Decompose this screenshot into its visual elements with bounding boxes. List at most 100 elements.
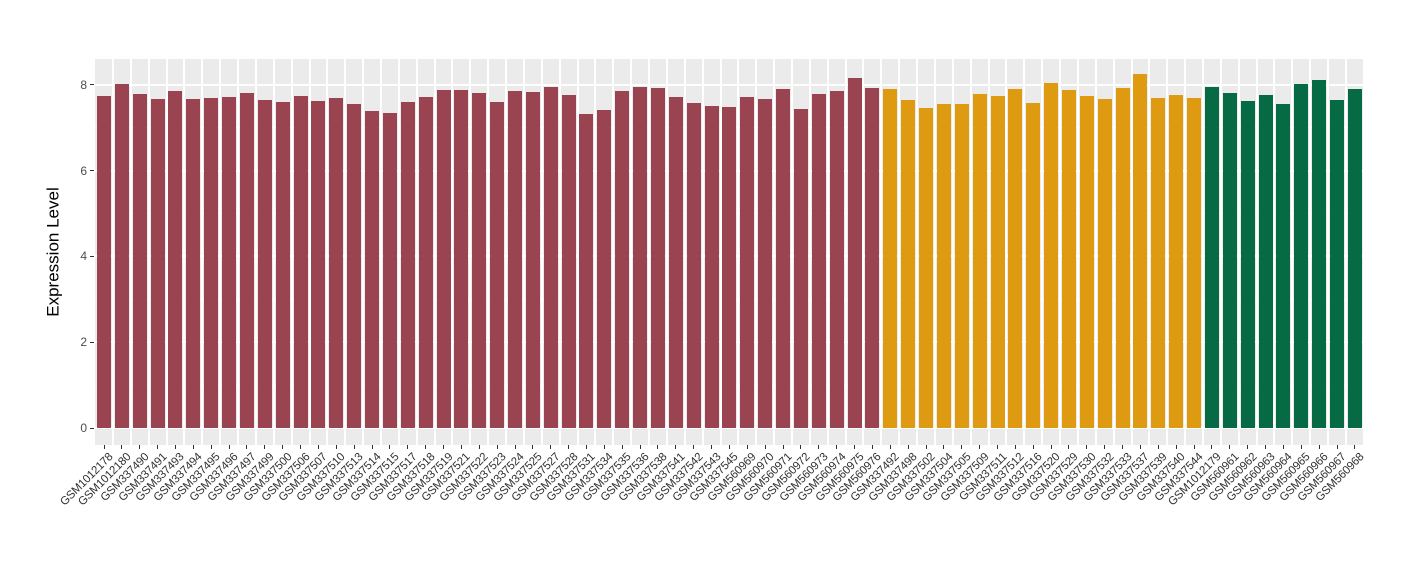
x-tick [657, 445, 659, 449]
bar-GSM337530 [1079, 95, 1094, 428]
gridline-vertical [540, 59, 543, 445]
x-tick [425, 445, 427, 449]
gridline-vertical [826, 59, 829, 445]
x-tick [443, 445, 445, 449]
bar-GSM337523 [490, 101, 505, 428]
gridline-vertical [1166, 59, 1169, 445]
x-tick [728, 445, 730, 449]
gridline-vertical [916, 59, 919, 445]
bar-GSM337521 [454, 89, 469, 428]
bar-GSM337538 [650, 87, 665, 428]
gridline-vertical [362, 59, 365, 445]
y-tick-label: 8 [80, 77, 87, 92]
bar-GSM560971 [776, 89, 791, 428]
bar-GSM560961 [1222, 92, 1237, 428]
gridline-vertical [433, 59, 436, 445]
x-tick [228, 445, 230, 449]
x-tick [174, 445, 176, 449]
gridline-vertical [719, 59, 722, 445]
bar-GSM337497 [239, 92, 254, 428]
bar-GSM1012178 [97, 96, 111, 428]
gridline-vertical [237, 59, 240, 445]
gridline-vertical [1005, 59, 1008, 445]
gridline-vertical [290, 59, 293, 445]
x-tick [1282, 445, 1284, 449]
gridline-vertical [397, 59, 400, 445]
bar-GSM337528 [561, 94, 576, 428]
bar-GSM337490 [132, 93, 147, 428]
gridline-vertical [1130, 59, 1133, 445]
gridline-vertical [1309, 59, 1312, 445]
y-tick-label: 6 [80, 163, 87, 178]
gridline-vertical [755, 59, 758, 445]
bar-GSM337500 [275, 101, 290, 428]
gridline-vertical [808, 59, 811, 445]
gridline-vertical [862, 59, 865, 445]
bar-GSM337524 [508, 90, 522, 428]
bar-GSM560974 [829, 90, 844, 428]
bar-GSM337499 [257, 99, 272, 428]
gridline-vertical [558, 59, 561, 445]
bar-GSM337510 [329, 98, 344, 428]
gridline-vertical [1219, 59, 1222, 445]
y-tick [90, 255, 94, 257]
x-tick [389, 445, 391, 449]
gridline-vertical [129, 59, 132, 445]
gridline-vertical [701, 59, 704, 445]
bar-GSM337493 [168, 91, 183, 428]
plot-panel [95, 59, 1365, 445]
gridline-vertical [1112, 59, 1115, 445]
bar-GSM337511 [990, 95, 1005, 428]
gridline-vertical [630, 59, 633, 445]
gridline-vertical [505, 59, 508, 445]
bar-GSM337515 [382, 113, 397, 428]
x-tick [1265, 445, 1267, 449]
gridline-vertical [1362, 59, 1365, 445]
x-tick [979, 445, 981, 449]
bar-GSM337512 [1008, 88, 1023, 428]
gridline-vertical [969, 59, 972, 445]
bar-GSM337518 [418, 97, 433, 428]
gridline-vertical [951, 59, 954, 445]
gridline-major [95, 427, 1365, 429]
bar-GSM560964 [1276, 104, 1291, 428]
bar-GSM337505 [954, 104, 969, 428]
gridline-vertical [648, 59, 651, 445]
x-tick [1300, 445, 1302, 449]
bar-GSM337509 [972, 93, 987, 428]
gridline-vertical [1023, 59, 1026, 445]
gridline-vertical [1148, 59, 1151, 445]
bar-GSM560963 [1258, 95, 1273, 428]
y-tick-label: 0 [80, 421, 87, 435]
y-tick [90, 84, 94, 86]
y-tick-label: 2 [80, 335, 87, 350]
bar-GSM337544 [1187, 98, 1202, 428]
bar-GSM337506 [293, 96, 308, 428]
gridline-vertical [201, 59, 204, 445]
x-tick [621, 445, 623, 449]
gridline-vertical [844, 59, 847, 445]
x-tick [782, 445, 784, 449]
bar-GSM337507 [311, 101, 326, 428]
bar-GSM337535 [615, 90, 630, 428]
bar-GSM1012179 [1204, 87, 1219, 428]
x-tick [603, 445, 605, 449]
gridline-vertical [469, 59, 472, 445]
gridline-vertical [183, 59, 186, 445]
x-tick [1318, 445, 1320, 449]
gridline-vertical [1094, 59, 1097, 445]
gridline-vertical [594, 59, 597, 445]
bar-GSM337520 [1044, 83, 1059, 428]
bar-GSM560975 [847, 77, 862, 428]
x-tick [139, 445, 141, 449]
gridline-vertical [1237, 59, 1240, 445]
gridline-vertical [933, 59, 936, 445]
x-tick [407, 445, 409, 449]
bar-GSM560970 [758, 99, 773, 428]
gridline-vertical [147, 59, 150, 445]
bar-GSM337543 [704, 105, 719, 428]
x-tick [514, 445, 516, 449]
x-tick [907, 445, 909, 449]
gridline-vertical [987, 59, 990, 445]
x-tick [836, 445, 838, 449]
